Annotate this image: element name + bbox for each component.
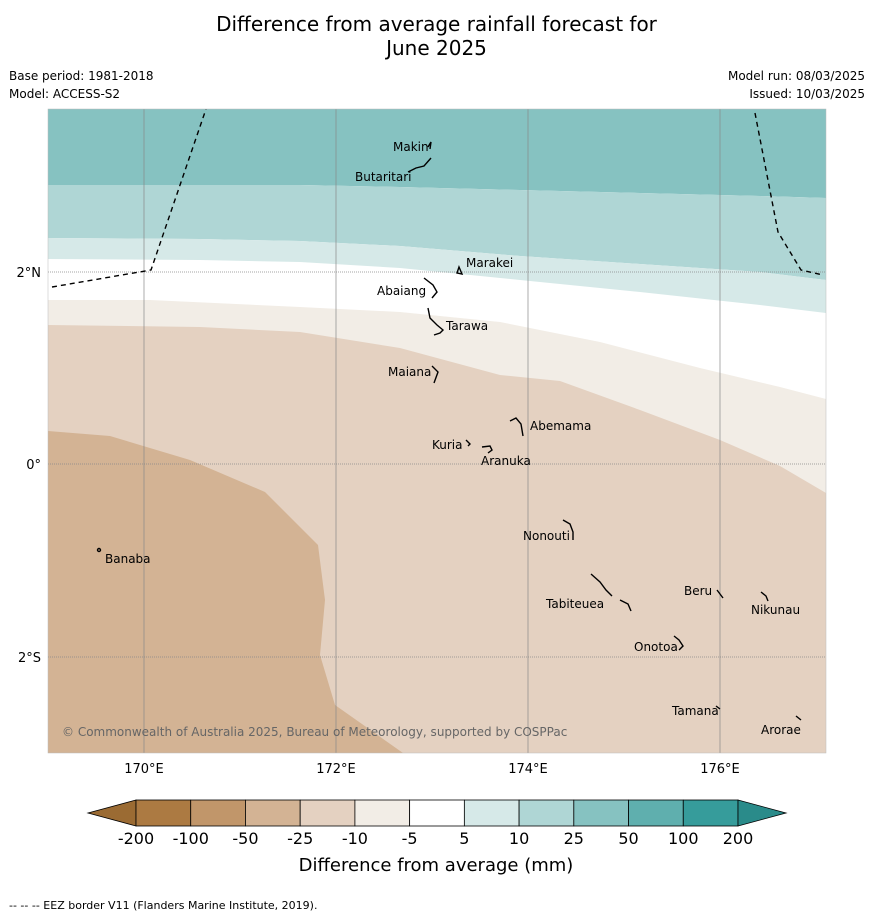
label-maiana: Maiana <box>388 365 431 379</box>
lon-tick-174: 174°E <box>508 762 548 777</box>
label-makin: Makin <box>393 140 429 154</box>
colorbar-tick-label: -10 <box>342 829 368 848</box>
band-10-25 <box>48 185 826 280</box>
colorbar-segment <box>299 799 356 827</box>
island-abemama <box>509 417 524 437</box>
label-butaritari: Butaritari <box>355 170 412 184</box>
copyright-notice: © Commonwealth of Australia 2025, Bureau… <box>62 725 567 739</box>
colorbar-segment <box>518 799 575 827</box>
band-25-50 <box>48 109 826 198</box>
colorbar-segment <box>409 799 465 827</box>
island-nonouti <box>562 519 574 540</box>
colorbar-tick-label: 10 <box>509 829 529 848</box>
label-banaba: Banaba <box>105 552 151 566</box>
label-nikunau: Nikunau <box>751 603 800 617</box>
island-tarawa <box>427 307 445 336</box>
lon-tick-170: 170°E <box>124 762 164 777</box>
longitude-ticks: 170°E 172°E 174°E 176°E <box>124 762 740 777</box>
colorbar-segment <box>682 799 739 827</box>
island-marakei <box>456 265 464 275</box>
colorbar-title: Difference from average (mm) <box>299 855 574 876</box>
meta-right: Model run: 08/03/2025 Issued: 10/03/2025 <box>728 67 865 103</box>
latitude-ticks: 2°N 0° 2°S <box>17 266 42 666</box>
map-title: Difference from average rainfall forecas… <box>0 12 873 60</box>
label-marakei: Marakei <box>466 256 513 270</box>
colorbar-extend-over <box>737 799 788 827</box>
title-line-2: June 2025 <box>386 36 487 60</box>
label-kuria: Kuria <box>432 438 463 452</box>
island-kuria <box>465 439 471 447</box>
lat-tick-2n: 2°N <box>17 266 42 281</box>
island-butaritari <box>407 157 432 173</box>
island-makin <box>427 141 432 150</box>
island-tabiteuea <box>590 573 632 612</box>
title-line-1: Difference from average rainfall forecas… <box>216 12 657 36</box>
colorbar-tick-label: -100 <box>173 829 209 848</box>
label-nonouti: Nonouti <box>523 529 570 543</box>
colorbar-tick-label: -200 <box>118 829 154 848</box>
island-outlines <box>96 141 802 721</box>
issued-date: Issued: 10/03/2025 <box>749 87 865 101</box>
model-run: Model run: 08/03/2025 <box>727 69 865 83</box>
label-tarawa: Tarawa <box>445 319 488 333</box>
island-abaiang <box>423 277 438 299</box>
base-period: Base period: 1981-2018 <box>9 69 154 83</box>
place-labels: Makin Butaritari Marakei Abaiang Tarawa … <box>105 140 801 737</box>
colorbar-tick-label: -25 <box>287 829 313 848</box>
island-banaba <box>96 547 102 553</box>
colorbar-segment <box>190 799 246 827</box>
band-5-10-teal <box>48 238 826 313</box>
colorbar-tick-label: 100 <box>668 829 699 848</box>
island-tamana <box>715 705 721 710</box>
island-arorae <box>795 715 802 721</box>
colorbar-tick-label: -5 <box>402 829 418 848</box>
colorbar: -200 -100 -50 -25 -10 -5 5 10 25 50 100 200 <box>86 799 788 848</box>
colorbar-tick-label: 50 <box>618 829 638 848</box>
colorbar-segment <box>354 799 411 827</box>
rainfall-field: Makin Butaritari Marakei Abaiang Tarawa … <box>48 109 826 753</box>
meta-left: Base period: 1981-2018 Model: ACCESS-S2 <box>9 67 154 103</box>
colorbar-extend-under <box>86 799 137 827</box>
colorbar-segment <box>245 799 301 827</box>
label-abemama: Abemama <box>530 419 591 433</box>
colorbar-segment <box>135 799 192 827</box>
island-nikunau <box>760 591 769 602</box>
island-onotoa <box>673 635 684 651</box>
label-onotoa: Onotoa <box>634 640 678 654</box>
colorbar-tick-label: 5 <box>459 829 469 848</box>
grid-lines <box>48 109 826 753</box>
colorbar-segment <box>463 799 520 827</box>
lon-tick-172: 172°E <box>316 762 356 777</box>
colorbar-tick-label: -50 <box>232 829 258 848</box>
colorbar-tick-label: 200 <box>723 829 754 848</box>
footnote: -- -- -- EEZ border V11 (Flanders Marine… <box>9 899 318 912</box>
island-maiana <box>431 365 439 384</box>
island-beru <box>716 589 724 599</box>
colorbar-segment <box>628 799 684 827</box>
label-arorae: Arorae <box>761 723 801 737</box>
map-frame <box>47 108 827 754</box>
lon-tick-176: 176°E <box>700 762 740 777</box>
colorbar-tick-label: 25 <box>564 829 584 848</box>
label-tabiteuea: Tabiteuea <box>545 597 604 611</box>
label-aranuka: Aranuka <box>481 454 531 468</box>
band-minus50-minus25 <box>48 431 403 753</box>
model-name: Model: ACCESS-S2 <box>9 87 121 101</box>
eez-border-west <box>51 109 207 288</box>
lat-tick-0: 0° <box>26 458 41 473</box>
island-aranuka <box>481 445 493 454</box>
colorbar-segment <box>573 799 629 827</box>
label-tamana: Tamana <box>671 704 719 718</box>
label-abaiang: Abaiang <box>377 284 426 298</box>
label-beru: Beru <box>684 584 712 598</box>
lat-tick-2s: 2°S <box>18 651 41 666</box>
